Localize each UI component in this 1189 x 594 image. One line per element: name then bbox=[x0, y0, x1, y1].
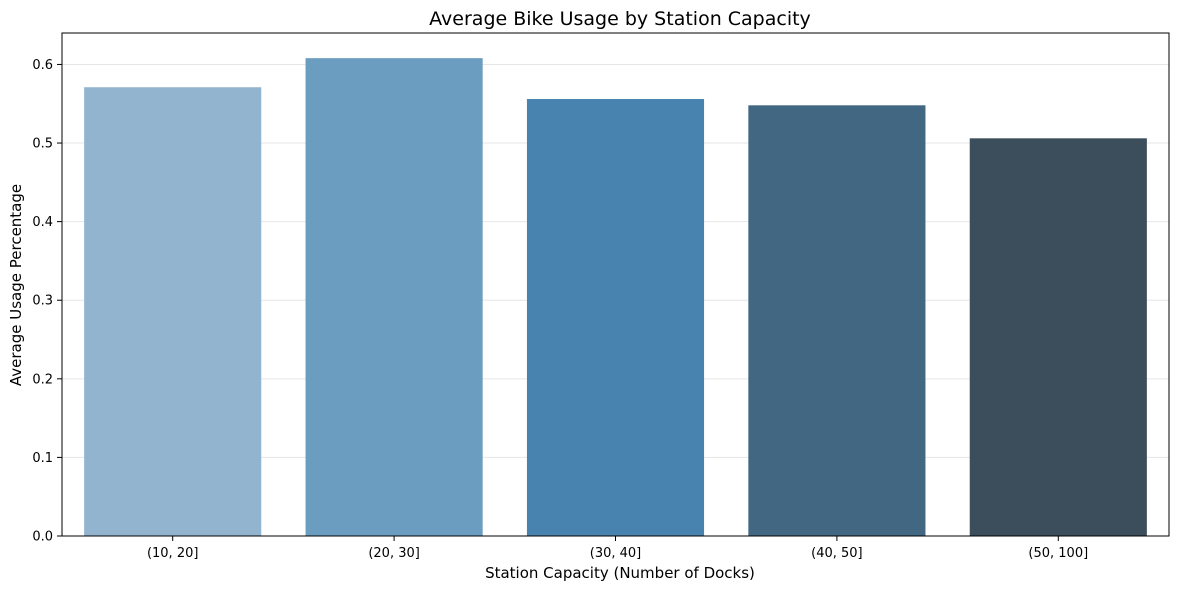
y-tick-label: 0.6 bbox=[32, 58, 53, 73]
bars bbox=[84, 58, 1147, 537]
bar-4 bbox=[748, 105, 926, 537]
bar-2 bbox=[305, 58, 483, 537]
x-tick-label: (20, 30] bbox=[368, 546, 420, 561]
bar-5 bbox=[969, 138, 1147, 537]
x-tick-label: (40, 50] bbox=[811, 546, 863, 561]
y-tick-label: 0.5 bbox=[32, 137, 53, 152]
y-tick-label: 0.1 bbox=[32, 451, 53, 466]
y-axis-label: Average Usage Percentage bbox=[7, 184, 25, 386]
y-tick-label: 0.2 bbox=[32, 372, 53, 387]
y-tick-label: 0.3 bbox=[32, 294, 53, 309]
x-axis-label: Station Capacity (Number of Docks) bbox=[485, 564, 755, 582]
x-axis-ticks: (10, 20] (20, 30] (30, 40] (40, 50] (50, 100… bbox=[147, 536, 1088, 561]
x-tick-label: (50, 100] bbox=[1028, 546, 1088, 561]
y-axis-ticks: 0.0 0.1 0.2 0.3 0.4 0.5 0.6 bbox=[32, 58, 62, 545]
x-tick-label: (10, 20] bbox=[147, 546, 199, 561]
x-tick-label: (30, 40] bbox=[590, 546, 642, 561]
y-tick-label: 0.4 bbox=[32, 215, 53, 230]
bar-3 bbox=[526, 99, 705, 537]
bar-1 bbox=[84, 87, 262, 537]
chart-title: Average Bike Usage by Station Capacity bbox=[429, 8, 811, 30]
y-tick-label: 0.0 bbox=[32, 530, 53, 545]
